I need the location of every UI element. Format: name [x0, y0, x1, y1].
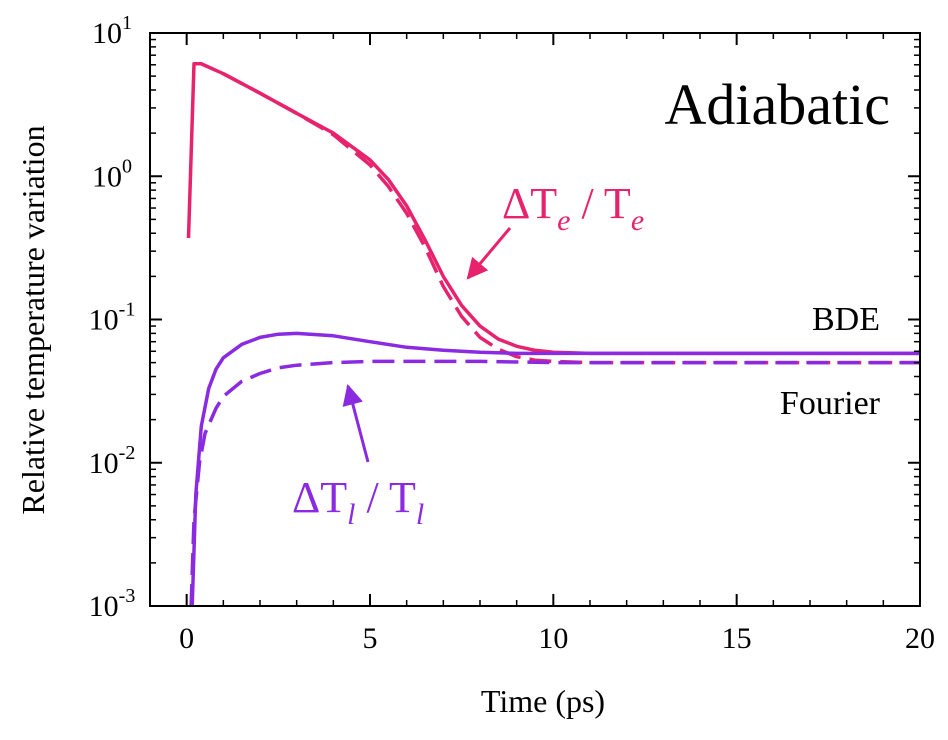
electron-annotation: ΔTe / Te [502, 179, 644, 237]
fourier-label: Fourier [780, 385, 881, 422]
x-tick-label: 20 [905, 622, 935, 655]
y-axis-label: Relative temperature variation [15, 125, 51, 514]
tick-layer: 0 5 10 15 20 10-3 10-2 10-1 100 101 [89, 12, 935, 655]
x-tick-label: 15 [722, 622, 752, 655]
lattice-annotation: ΔTl / Tl [292, 473, 424, 531]
lattice-fourier-line [189, 359, 920, 607]
y-tick-label: 101 [92, 12, 132, 50]
lattice-bde-line [190, 331, 920, 607]
y-tick-label: 100 [92, 155, 132, 193]
y-tick-label: 10-1 [89, 299, 136, 337]
lattice-arrow [342, 383, 370, 463]
y-tick-label: 10-3 [89, 585, 136, 623]
x-tick-label: 5 [363, 622, 378, 655]
x-axis-label: Time (ps) [481, 683, 605, 719]
bde-label: BDE [812, 301, 880, 338]
y-tick-label: 10-2 [89, 442, 136, 480]
chart-title: Adiabatic [665, 72, 890, 137]
x-tick-label: 0 [179, 622, 194, 655]
x-tick-label: 10 [538, 622, 568, 655]
series-layer [186, 62, 920, 607]
electron-arrow [466, 227, 512, 280]
